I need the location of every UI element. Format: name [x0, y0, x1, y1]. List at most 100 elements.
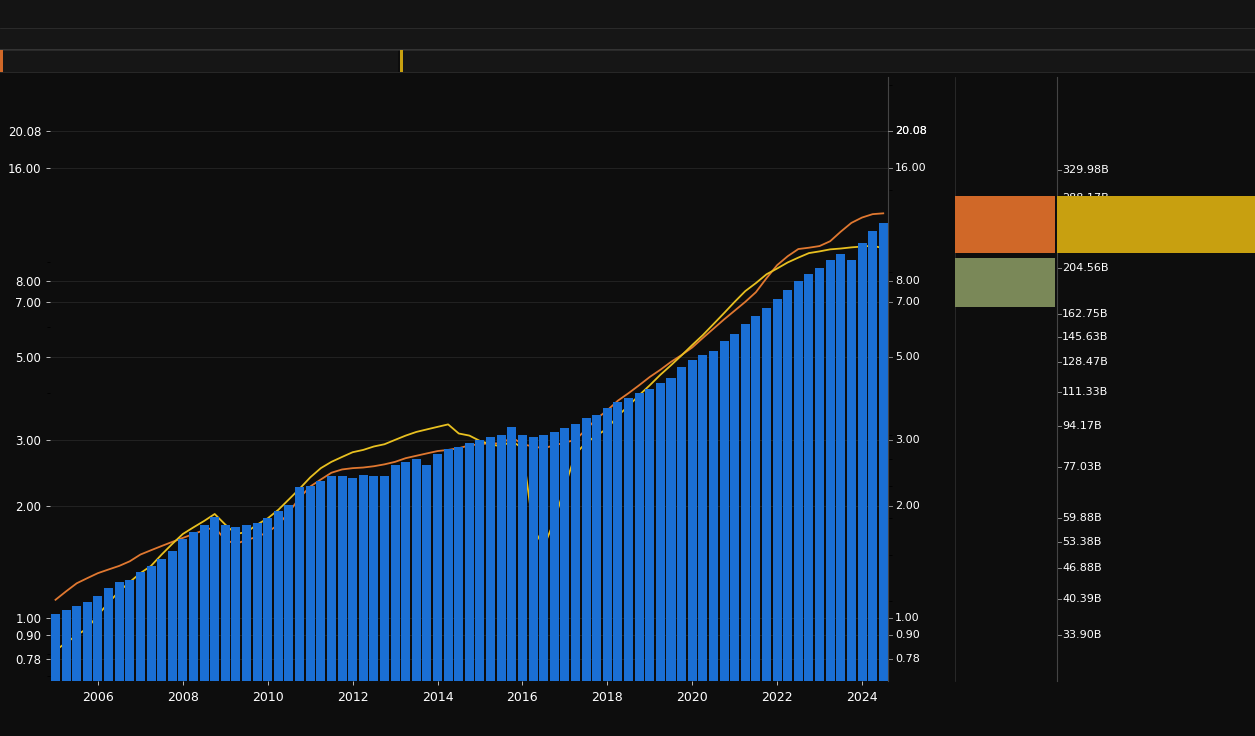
Bar	[497, 435, 506, 736]
Bar	[740, 325, 749, 736]
Text: 7.00: 7.00	[895, 297, 920, 307]
Bar	[338, 476, 346, 736]
Bar	[83, 601, 92, 736]
Bar	[390, 465, 399, 736]
Text: 53.38B: 53.38B	[1062, 537, 1102, 547]
Text: 288.17B: 288.17B	[1062, 193, 1108, 202]
Text: 77.03B: 77.03B	[1062, 462, 1102, 472]
Bar	[369, 476, 378, 736]
Text: 111.33B: 111.33B	[1062, 386, 1108, 397]
Bar	[688, 360, 697, 736]
Bar	[752, 316, 761, 736]
Bar	[168, 551, 177, 736]
Bar	[550, 433, 558, 736]
Text: 20Y: 20Y	[569, 9, 587, 19]
Bar	[114, 582, 124, 736]
Text: ⊕ ⊕: ⊕ ⊕	[858, 34, 880, 44]
Bar	[285, 505, 294, 736]
Text: 5Y: 5Y	[498, 9, 511, 19]
Bar	[826, 261, 835, 736]
Bar	[326, 476, 336, 736]
Bar	[178, 539, 187, 736]
Bar	[878, 223, 887, 736]
Text: 9.77: 9.77	[989, 283, 1020, 296]
Bar	[51, 614, 60, 736]
Bar	[433, 454, 442, 736]
Bar	[423, 465, 432, 736]
Text: 12.11: 12.11	[358, 54, 395, 68]
Bar	[847, 261, 856, 736]
Bar	[486, 437, 496, 736]
Bar	[476, 439, 484, 736]
Text: Net EPS Dil (LTM): Net EPS Dil (LTM)	[954, 214, 1055, 224]
Text: Revenues (LTM): Revenues (LTM)	[1109, 214, 1202, 224]
Text: 46.88B: 46.88B	[1062, 563, 1102, 573]
Bar	[443, 449, 453, 736]
Text: 6M: 6M	[358, 9, 374, 19]
Text: ALL: ALL	[602, 9, 621, 19]
Bar	[190, 532, 198, 736]
Bar	[231, 526, 241, 736]
Text: YTD: YTD	[393, 9, 413, 19]
Text: Microsoft Corporation: Microsoft Corporation	[451, 56, 570, 66]
Text: 📌 ✕: 📌 ✕	[418, 34, 435, 44]
Text: Daily  ▾: Daily ▾	[640, 9, 681, 19]
Text: 3Y: 3Y	[463, 9, 476, 19]
Bar	[656, 383, 665, 736]
Bar	[242, 525, 251, 736]
Text: 1M: 1M	[254, 9, 269, 19]
Bar	[762, 308, 771, 736]
Bar	[104, 588, 113, 736]
Text: 9.77: 9.77	[388, 32, 417, 46]
Bar	[666, 378, 675, 736]
Bar	[200, 525, 208, 736]
Bar	[507, 427, 516, 736]
Text: 5.00: 5.00	[895, 352, 920, 362]
Bar	[348, 478, 358, 736]
Bar	[380, 476, 389, 736]
Bar	[719, 341, 729, 736]
Text: 10Y: 10Y	[533, 9, 552, 19]
Text: 2.00: 2.00	[895, 500, 920, 511]
Bar	[540, 436, 548, 736]
Text: 128.47B: 128.47B	[1062, 358, 1108, 367]
Bar	[645, 389, 654, 736]
Bar	[581, 418, 591, 736]
Text: Dec 31 2004 - Sep 30 2024: Dec 31 2004 - Sep 30 2024	[31, 7, 210, 21]
Bar	[126, 580, 134, 736]
Bar	[73, 606, 82, 736]
Bar	[400, 50, 403, 72]
Bar	[295, 486, 304, 736]
Text: 329.98B: 329.98B	[1062, 165, 1108, 175]
Text: Microsoft Corporation: Microsoft Corporation	[48, 56, 168, 66]
Bar	[518, 435, 527, 736]
Text: 0.78: 0.78	[895, 654, 920, 664]
Text: QTD: QTD	[287, 9, 310, 19]
Bar	[730, 333, 739, 736]
Bar	[93, 595, 103, 736]
Text: FCF / Shr (LTM): FCF / Shr (LTM)	[961, 272, 1049, 283]
Bar	[210, 517, 220, 736]
Text: 1.00: 1.00	[895, 613, 920, 623]
Text: 20.08: 20.08	[895, 126, 927, 136]
Text: 3M: 3M	[323, 9, 339, 19]
Bar	[698, 355, 708, 736]
Text: 204.56B: 204.56B	[1062, 263, 1108, 272]
Bar	[402, 461, 410, 736]
Bar	[571, 424, 580, 736]
Bar	[624, 398, 633, 736]
Text: Total Revenues (LTM): Total Revenues (LTM)	[590, 56, 708, 66]
Text: $ 254.19B: $ 254.19B	[1122, 224, 1190, 238]
Bar	[614, 402, 622, 736]
Text: Free Cash Flow per Share (LTM): Free Cash Flow per Share (LTM)	[188, 34, 363, 44]
Bar	[857, 243, 866, 736]
Text: Net EPS - Diluted (LTM): Net EPS - Diluted (LTM)	[188, 56, 316, 66]
Text: 40.39B: 40.39B	[1062, 594, 1102, 604]
Bar	[709, 351, 718, 736]
Bar	[0, 50, 3, 72]
Text: MTD: MTD	[218, 9, 241, 19]
Bar	[0, 49, 1255, 50]
Text: ☰: ☰	[13, 7, 25, 21]
Bar	[602, 408, 612, 736]
Bar	[400, 50, 1255, 72]
